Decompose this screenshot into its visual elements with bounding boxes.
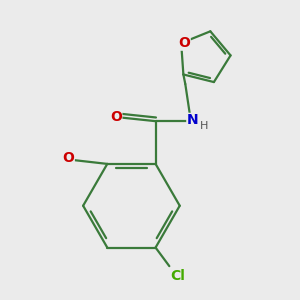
Text: O: O — [178, 36, 190, 50]
Text: H: H — [200, 121, 208, 130]
Text: N: N — [187, 113, 199, 128]
Text: O: O — [110, 110, 122, 124]
Text: O: O — [62, 151, 74, 165]
Text: Cl: Cl — [170, 269, 185, 283]
